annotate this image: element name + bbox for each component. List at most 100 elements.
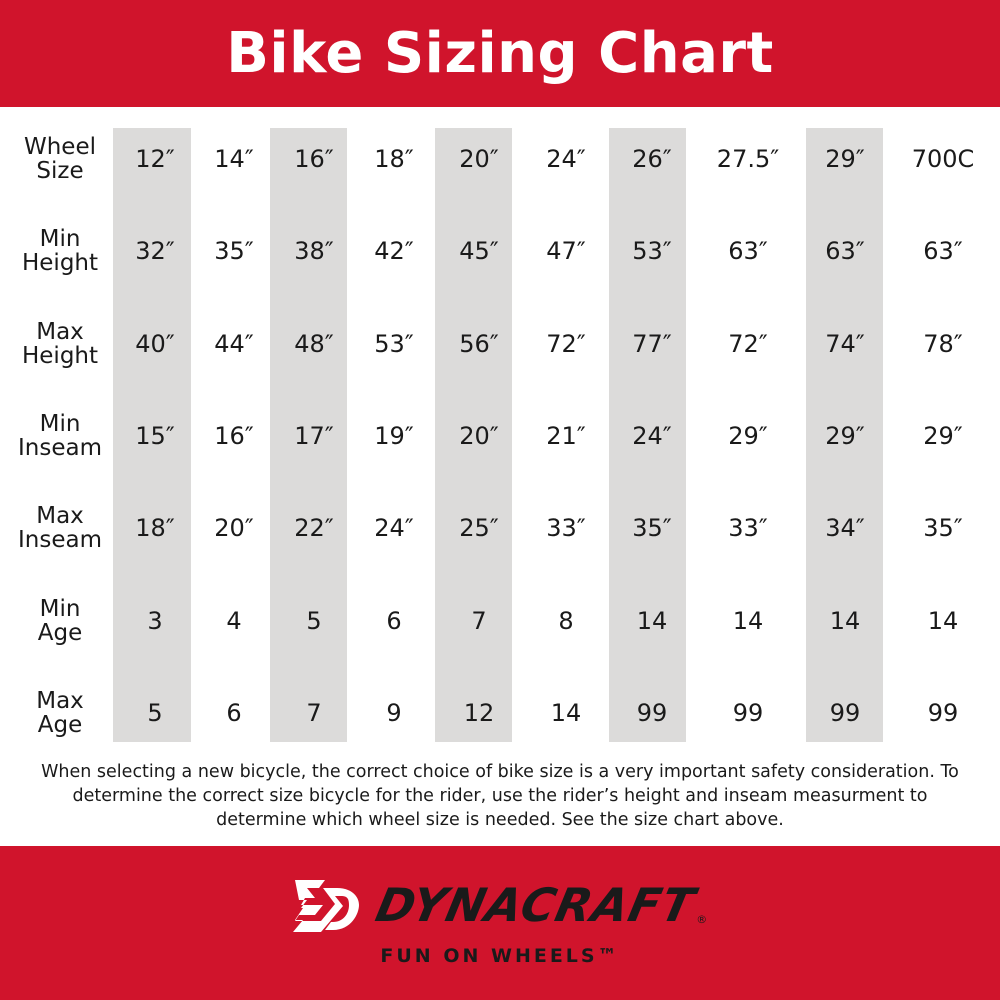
table-cell: 33″	[546, 514, 586, 542]
shaded-column	[270, 128, 347, 742]
table-cell: 34″	[825, 514, 865, 542]
table-cell: 63″	[923, 237, 963, 265]
row-label: Min Inseam	[10, 412, 110, 460]
table-cell: 72″	[728, 330, 768, 358]
table-cell: 20″	[214, 514, 254, 542]
row-label-line: Age	[37, 620, 83, 646]
table-cell: 24″	[632, 422, 672, 450]
table-cell: 4	[226, 607, 242, 635]
row-label-line: Min	[39, 226, 81, 252]
table-cell: 14	[732, 607, 764, 635]
table-cell: 48″	[294, 330, 334, 358]
table-cell: 29″	[825, 145, 865, 173]
table-cell: 14	[636, 607, 668, 635]
table-cell: 38″	[294, 237, 334, 265]
table-cell: 5	[147, 699, 163, 727]
row-label: Wheel Size	[10, 135, 110, 183]
row-label: Max Inseam	[10, 504, 110, 552]
table-cell: 16″	[214, 422, 254, 450]
table-cell: 20″	[459, 145, 499, 173]
table-cell: 8	[558, 607, 574, 635]
row-label-line: Inseam	[18, 527, 102, 553]
table-cell: 99	[829, 699, 861, 727]
table-cell: 5	[306, 607, 322, 635]
table-cell: 6	[386, 607, 402, 635]
table-cell: 22″	[294, 514, 334, 542]
table-cell: 53″	[374, 330, 414, 358]
table-cell: 14	[927, 607, 959, 635]
table-cell: 32″	[135, 237, 175, 265]
table-cell: 56″	[459, 330, 499, 358]
table-cell: 44″	[214, 330, 254, 358]
table-cell: 14″	[214, 145, 254, 173]
dynacraft-logo: DYNACRAFT ®	[293, 878, 707, 932]
table-cell: 99	[732, 699, 764, 727]
table-cell: 24″	[374, 514, 414, 542]
table-cell: 14	[829, 607, 861, 635]
tagline: FUN ON WHEELS™	[380, 945, 620, 967]
table-cell: 9	[386, 699, 402, 727]
row-label-line: Age	[37, 712, 83, 738]
table-cell: 12″	[135, 145, 175, 173]
row-label: Max Height	[10, 320, 110, 368]
table-cell: 63″	[825, 237, 865, 265]
table-cell: 18″	[135, 514, 175, 542]
table-cell: 74″	[825, 330, 865, 358]
sizing-note: When selecting a new bicycle, the correc…	[41, 762, 959, 830]
table-cell: 29″	[728, 422, 768, 450]
row-label-line: Min	[39, 411, 81, 437]
table-cell: 45″	[459, 237, 499, 265]
brand-name: DYNACRAFT	[371, 878, 700, 932]
row-label-line: Inseam	[18, 435, 102, 461]
row-label-line: Max	[36, 688, 84, 714]
table-cell: 7	[471, 607, 487, 635]
table-cell: 40″	[135, 330, 175, 358]
table-cell: 78″	[923, 330, 963, 358]
table-cell: 72″	[546, 330, 586, 358]
table-cell: 29″	[825, 422, 865, 450]
table-cell: 35″	[923, 514, 963, 542]
table-cell: 21″	[546, 422, 586, 450]
table-cell: 17″	[294, 422, 334, 450]
table-cell: 99	[927, 699, 959, 727]
table-cell: 63″	[728, 237, 768, 265]
table-cell: 6	[226, 699, 242, 727]
shaded-column	[609, 128, 686, 742]
table-cell: 24″	[546, 145, 586, 173]
row-label-line: Min	[39, 596, 81, 622]
footer-banner	[0, 846, 1000, 1000]
registered-mark: ®	[696, 913, 708, 926]
table-cell: 15″	[135, 422, 175, 450]
table-cell: 33″	[728, 514, 768, 542]
shaded-column	[435, 128, 512, 742]
table-cell: 700C	[911, 145, 975, 173]
table-cell: 35″	[214, 237, 254, 265]
table-cell: 26″	[632, 145, 672, 173]
table-cell: 20″	[459, 422, 499, 450]
table-cell: 3	[147, 607, 163, 635]
table-cell: 27.5″	[716, 145, 780, 173]
row-label-line: Max	[36, 503, 84, 529]
table-cell: 12	[463, 699, 495, 727]
row-label: Max Age	[10, 689, 110, 737]
table-cell: 35″	[632, 514, 672, 542]
3d-logo-icon	[293, 880, 359, 932]
table-cell: 19″	[374, 422, 414, 450]
row-label-line: Size	[36, 158, 84, 184]
row-label-line: Max	[36, 319, 84, 345]
row-label-line: Wheel	[23, 134, 96, 160]
table-cell: 14	[550, 699, 582, 727]
shaded-column	[113, 128, 191, 742]
table-cell: 7	[306, 699, 322, 727]
title-banner: Bike Sizing Chart	[0, 0, 1000, 107]
table-cell: 29″	[923, 422, 963, 450]
row-label-line: Height	[21, 250, 99, 276]
table-cell: 53″	[632, 237, 672, 265]
table-cell: 16″	[294, 145, 334, 173]
row-label-line: Height	[21, 343, 99, 369]
row-label: Min Height	[10, 227, 110, 275]
table-cell: 42″	[374, 237, 414, 265]
table-cell: 47″	[546, 237, 586, 265]
table-cell: 77″	[632, 330, 672, 358]
table-cell: 18″	[374, 145, 414, 173]
